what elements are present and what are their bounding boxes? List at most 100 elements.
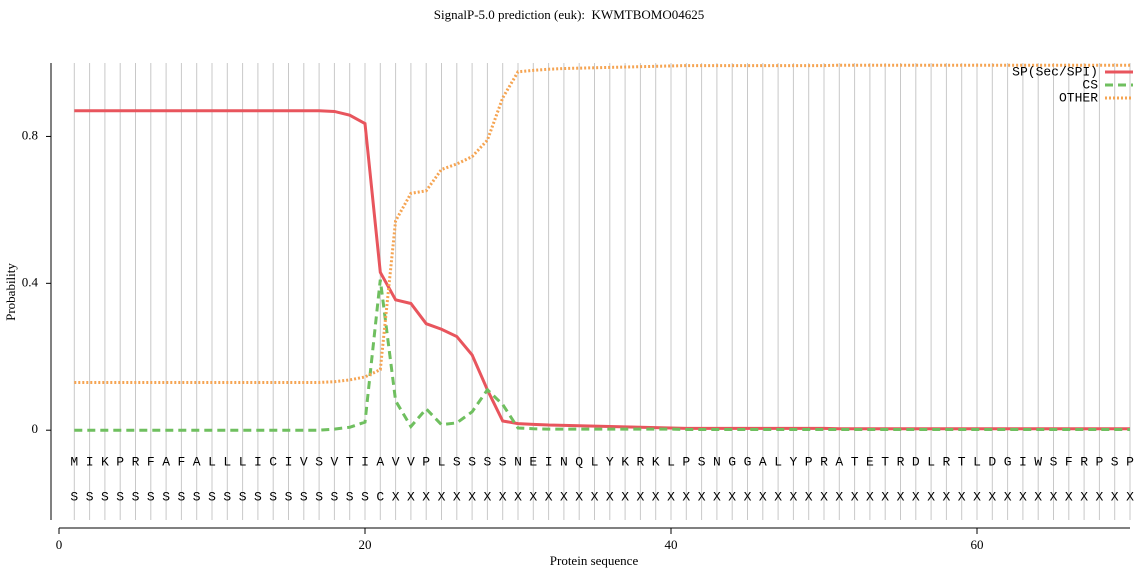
residue: R bbox=[897, 454, 905, 469]
residue: L bbox=[239, 454, 247, 469]
residue: F bbox=[177, 454, 185, 469]
residue: Q bbox=[575, 454, 583, 469]
residue: S bbox=[453, 454, 461, 469]
residue-label: X bbox=[652, 489, 660, 504]
x-axis-label: Protein sequence bbox=[550, 553, 639, 568]
residue-label: X bbox=[560, 489, 568, 504]
residue: R bbox=[636, 454, 644, 469]
residue: F bbox=[1065, 454, 1073, 469]
residue: K bbox=[101, 454, 109, 469]
residue-label: X bbox=[789, 489, 797, 504]
residue: I bbox=[254, 454, 262, 469]
residue-label: X bbox=[1019, 489, 1027, 504]
residue-label: S bbox=[300, 489, 308, 504]
residue-label: S bbox=[132, 489, 140, 504]
residue: R bbox=[942, 454, 950, 469]
residue-label: X bbox=[1050, 489, 1058, 504]
residue-label: X bbox=[1126, 489, 1134, 504]
residue-label: X bbox=[1004, 489, 1012, 504]
residue-label: X bbox=[912, 489, 920, 504]
residue: S bbox=[499, 454, 507, 469]
residue-label: X bbox=[744, 489, 752, 504]
y-tick-label: 0.8 bbox=[22, 127, 38, 142]
residue-label: X bbox=[774, 489, 782, 504]
residue: R bbox=[132, 454, 140, 469]
residue: R bbox=[820, 454, 828, 469]
residue-label: X bbox=[820, 489, 828, 504]
residue-label: X bbox=[958, 489, 966, 504]
residue-label: X bbox=[1111, 489, 1119, 504]
residue-label: S bbox=[193, 489, 201, 504]
residue-label: X bbox=[621, 489, 629, 504]
residue: L bbox=[438, 454, 446, 469]
residue: L bbox=[927, 454, 935, 469]
legend-label: SP(Sec/SPI) bbox=[1012, 64, 1098, 79]
residue: A bbox=[835, 454, 843, 469]
residue: A bbox=[162, 454, 170, 469]
x-tick-label: 40 bbox=[665, 537, 678, 552]
residue: E bbox=[866, 454, 874, 469]
residue: L bbox=[774, 454, 782, 469]
residue-label: X bbox=[728, 489, 736, 504]
residue: P bbox=[805, 454, 813, 469]
residue: V bbox=[300, 454, 308, 469]
residue: T bbox=[881, 454, 889, 469]
residue-label: S bbox=[315, 489, 323, 504]
residue: P bbox=[682, 454, 690, 469]
residue: G bbox=[728, 454, 736, 469]
y-tick-label: 0.4 bbox=[22, 274, 39, 289]
residue-label: S bbox=[285, 489, 293, 504]
residue-label: X bbox=[805, 489, 813, 504]
residue-label: X bbox=[682, 489, 690, 504]
residue-label: S bbox=[239, 489, 247, 504]
residue-label: X bbox=[499, 489, 507, 504]
residue-label: X bbox=[973, 489, 981, 504]
residue-label: X bbox=[927, 489, 935, 504]
residue: P bbox=[1095, 454, 1103, 469]
series-line bbox=[74, 63, 1130, 384]
residue: V bbox=[330, 454, 338, 469]
legend-label: OTHER bbox=[1059, 90, 1098, 105]
residue-label: S bbox=[70, 489, 78, 504]
residue-label: X bbox=[575, 489, 583, 504]
residue: V bbox=[407, 454, 415, 469]
residue-label: S bbox=[177, 489, 185, 504]
residue-label: S bbox=[269, 489, 277, 504]
residue: I bbox=[86, 454, 94, 469]
residue: P bbox=[1126, 454, 1134, 469]
residue-label: X bbox=[529, 489, 537, 504]
residue-label: S bbox=[208, 489, 216, 504]
residue: Y bbox=[789, 454, 797, 469]
residue-label: X bbox=[483, 489, 491, 504]
residue-label: X bbox=[636, 489, 644, 504]
series-line bbox=[74, 109, 1130, 431]
x-tick-label: 0 bbox=[56, 537, 63, 552]
residue-label: X bbox=[988, 489, 996, 504]
residue: L bbox=[208, 454, 216, 469]
residue-label: X bbox=[759, 489, 767, 504]
residue-label: X bbox=[438, 489, 446, 504]
y-axis-label: Probability bbox=[3, 263, 18, 321]
residue: S bbox=[698, 454, 706, 469]
residue: N bbox=[713, 454, 721, 469]
residue-label: S bbox=[330, 489, 338, 504]
residue: T bbox=[346, 454, 354, 469]
x-tick-label: 20 bbox=[359, 537, 372, 552]
residue-label: S bbox=[101, 489, 109, 504]
residue: P bbox=[116, 454, 124, 469]
residue-label: S bbox=[116, 489, 124, 504]
residue: I bbox=[361, 454, 369, 469]
residue: S bbox=[1050, 454, 1058, 469]
residue: N bbox=[514, 454, 522, 469]
residue: S bbox=[315, 454, 323, 469]
residue: L bbox=[973, 454, 981, 469]
residue-label: S bbox=[254, 489, 262, 504]
residue-label: X bbox=[1080, 489, 1088, 504]
residue-label: X bbox=[897, 489, 905, 504]
legend-label: CS bbox=[1082, 77, 1098, 92]
residue: I bbox=[1019, 454, 1027, 469]
residue-label: X bbox=[453, 489, 461, 504]
residue-label: X bbox=[1034, 489, 1042, 504]
residue-label: X bbox=[866, 489, 874, 504]
